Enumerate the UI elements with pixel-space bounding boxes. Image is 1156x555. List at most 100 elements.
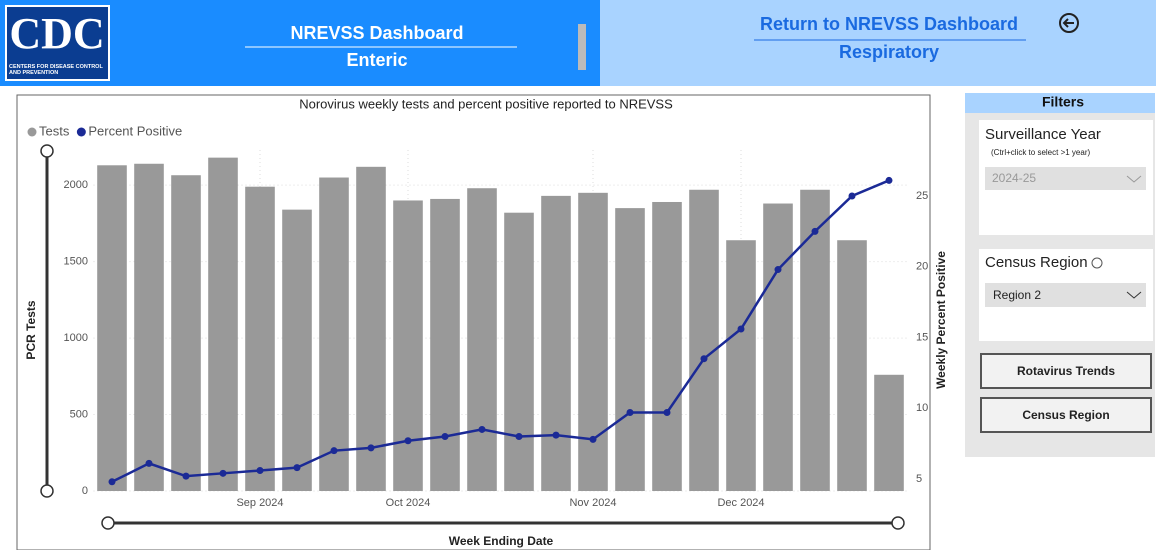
bar	[171, 175, 201, 491]
bar	[726, 240, 756, 491]
y2-tick-label: 25	[916, 190, 928, 202]
bar	[208, 157, 238, 491]
year-value: 2024-25	[992, 171, 1036, 185]
y-tick-label: 1000	[64, 332, 88, 344]
y-tick-label: 1500	[64, 256, 88, 268]
legend-marker	[76, 127, 86, 137]
bar	[134, 163, 164, 491]
y2-tick-label: 5	[916, 473, 922, 485]
header-subtitle: Enteric	[346, 50, 407, 70]
point	[552, 431, 560, 439]
header-title: NREVSS Dashboard	[290, 23, 463, 43]
year-label: Surveillance Year	[985, 126, 1101, 143]
button-label: Census Region	[1022, 408, 1109, 422]
region-label: Census Region	[985, 254, 1088, 271]
bar	[689, 189, 719, 491]
point	[589, 435, 597, 443]
bar	[282, 209, 312, 491]
point	[626, 408, 634, 416]
region-value: Region 2	[993, 288, 1041, 302]
logo-bg	[7, 7, 108, 79]
bar	[245, 186, 275, 491]
button[interactable]	[980, 353, 1152, 389]
dropdown-caret	[1126, 291, 1142, 299]
point	[145, 459, 153, 467]
bar	[430, 198, 460, 491]
logo-subtitle: CENTERS FOR DISEASE CONTROL AND PREVENTI…	[9, 64, 103, 76]
bar	[615, 208, 645, 492]
point	[515, 433, 523, 441]
x-tick-label: Dec 2024	[717, 497, 764, 509]
button[interactable]	[980, 397, 1152, 433]
point	[478, 425, 486, 433]
filters-header	[965, 93, 1155, 113]
header-right	[600, 0, 1156, 86]
legend-label: Tests	[39, 123, 70, 138]
separator	[578, 24, 586, 70]
return-subtitle[interactable]: Respiratory	[839, 42, 939, 62]
bar	[763, 203, 793, 491]
y-slider-handle[interactable]	[40, 484, 54, 498]
bar	[97, 165, 127, 491]
bar	[837, 240, 867, 491]
point	[219, 469, 227, 477]
bar	[393, 200, 423, 491]
y-axis-title: PCR Tests	[24, 300, 38, 359]
bar	[319, 177, 349, 491]
bar	[874, 374, 904, 491]
dropdown-caret	[1126, 175, 1142, 183]
point	[848, 192, 856, 200]
legend-label: Percent Positive	[88, 123, 182, 138]
x-slider-handle[interactable]	[891, 516, 905, 530]
y-tick-label: 2000	[64, 179, 88, 191]
x-slider-handle[interactable]	[101, 516, 115, 530]
bar	[541, 195, 571, 491]
bar	[467, 188, 497, 491]
y-tick-label: 0	[82, 485, 88, 497]
y-slider-handle[interactable]	[40, 144, 54, 158]
legend-marker	[27, 127, 37, 137]
point	[774, 266, 782, 274]
logo-subtitle-box: CENTERS FOR DISEASE CONTROL AND PREVENTI…	[9, 64, 103, 76]
logo: CDC	[9, 9, 104, 58]
y2-tick-label: 15	[916, 331, 928, 343]
y2-tick-label: 20	[916, 261, 928, 273]
y2-axis-title: Weekly Percent Positive	[934, 251, 948, 389]
x-tick-label: Nov 2024	[569, 497, 616, 509]
bar	[800, 189, 830, 491]
point	[663, 408, 671, 416]
point	[737, 325, 745, 333]
year-hint: (Ctrl+click to select >1 year)	[991, 148, 1090, 157]
point	[700, 355, 708, 363]
bar	[652, 201, 682, 491]
line	[111, 179, 890, 483]
x-axis-title: Week Ending Date	[449, 534, 554, 548]
y-tick-label: 500	[70, 408, 88, 420]
point	[293, 464, 301, 472]
back-arrow	[1062, 18, 1074, 28]
button-label: Rotavirus Trends	[1017, 364, 1115, 378]
point	[256, 466, 264, 474]
point	[811, 227, 819, 235]
chart-title: Norovirus weekly tests and percent posit…	[299, 96, 673, 111]
bar	[356, 166, 386, 492]
x-tick-label: Oct 2024	[386, 497, 431, 509]
point	[367, 444, 375, 452]
point	[108, 478, 116, 486]
point	[885, 176, 893, 184]
filters-title: Filters	[1042, 94, 1084, 110]
bar	[578, 192, 608, 491]
return-link[interactable]: Return to NREVSS Dashboard	[760, 14, 1018, 34]
x-tick-label: Sep 2024	[236, 497, 283, 509]
point	[404, 437, 412, 445]
point	[441, 433, 449, 441]
region-dropdown[interactable]	[985, 283, 1146, 307]
info-icon[interactable]	[1091, 257, 1103, 269]
year-dropdown[interactable]	[985, 167, 1146, 190]
bar	[504, 212, 534, 491]
back-icon[interactable]	[1059, 13, 1079, 33]
point	[330, 447, 338, 455]
point	[182, 472, 190, 480]
y2-tick-label: 10	[916, 402, 928, 414]
